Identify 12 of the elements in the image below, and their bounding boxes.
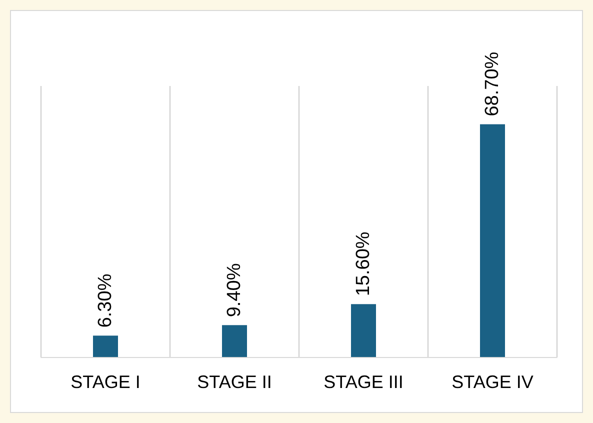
x-tick-label: STAGE I <box>70 372 140 392</box>
bar <box>351 304 376 357</box>
data-label: 68.70% <box>482 52 503 116</box>
data-label: 15.60% <box>353 232 374 296</box>
x-tick-label: STAGE III <box>324 372 404 392</box>
data-label: 6.30% <box>95 274 116 328</box>
data-label: 9.40% <box>224 263 245 318</box>
x-tick-label: STAGE II <box>197 372 272 392</box>
bar <box>480 124 505 357</box>
bar <box>93 336 118 357</box>
x-tick-label: STAGE IV <box>452 372 534 392</box>
bar <box>222 325 247 357</box>
